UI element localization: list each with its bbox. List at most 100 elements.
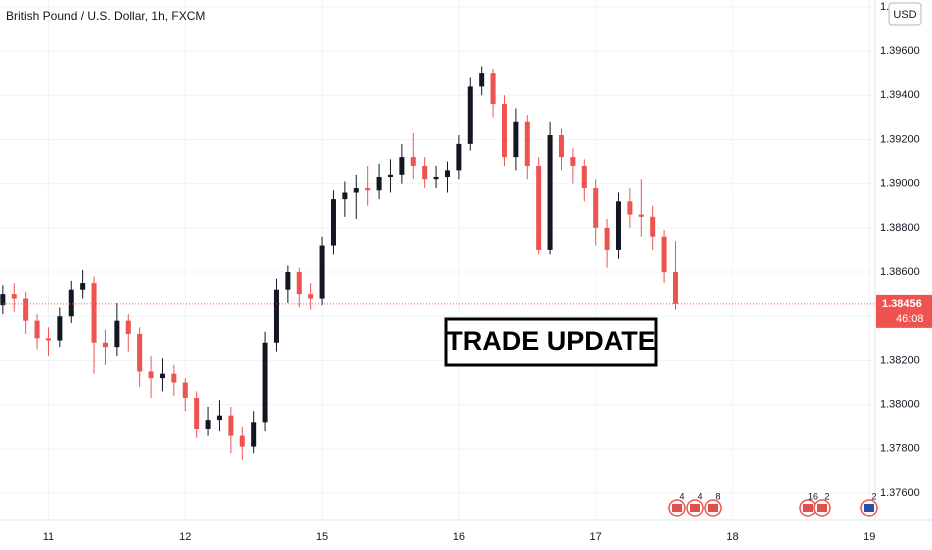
x-tick-label: 18 <box>726 531 738 543</box>
events: 4 4 8 16 2 2 <box>668 491 878 517</box>
event-flag[interactable] <box>690 504 700 512</box>
candle-body <box>194 398 200 429</box>
candle-body <box>490 73 496 105</box>
candle-body <box>91 283 97 343</box>
candle-body <box>342 192 348 200</box>
countdown: 46:08 <box>896 313 924 325</box>
y-tick-label: 1.38000 <box>880 399 920 411</box>
candle-body <box>205 420 211 429</box>
y-tick-label: 1.38800 <box>880 222 920 234</box>
y-tick-label: 1.37600 <box>880 487 920 499</box>
y-tick-label: 1.39000 <box>880 178 920 190</box>
candle-body <box>547 135 553 250</box>
y-tick-label: 1.38200 <box>880 354 920 366</box>
candle-body <box>410 157 416 166</box>
x-tick-label: 19 <box>863 531 875 543</box>
candle-body <box>137 333 143 372</box>
candle-body <box>638 214 644 217</box>
candle-body <box>228 415 234 436</box>
candle-body <box>672 272 678 304</box>
y-tick-label: 1.38600 <box>880 266 920 278</box>
event-flag[interactable] <box>817 504 827 512</box>
candle-body <box>57 316 63 341</box>
event-count[interactable]: 4 <box>679 491 684 501</box>
candle-body <box>330 199 336 246</box>
x-tick-label: 11 <box>43 531 54 543</box>
candle-body <box>148 371 154 379</box>
y-tick-label: 1.39200 <box>880 133 920 145</box>
event-count[interactable]: 16 <box>808 491 818 501</box>
x-tick-label: 15 <box>316 531 328 543</box>
candle-body <box>604 227 610 250</box>
candle-body <box>593 188 599 228</box>
candle-body <box>0 294 6 306</box>
event-flag[interactable] <box>803 504 813 512</box>
candle-body <box>444 170 450 178</box>
candle-body <box>125 320 131 334</box>
candle-body <box>570 157 576 166</box>
candle-body <box>239 435 245 447</box>
event-count[interactable]: 2 <box>824 491 829 501</box>
currency-box[interactable] <box>888 2 922 26</box>
candle-body <box>216 415 222 421</box>
candle-body <box>513 121 519 158</box>
candle-body <box>34 320 40 339</box>
grid <box>0 0 875 520</box>
candle-body <box>11 294 17 299</box>
candle-body <box>615 201 621 250</box>
candle-body <box>80 283 86 290</box>
candle-body <box>376 177 382 191</box>
price-axis <box>875 0 932 520</box>
candle-body <box>171 373 177 383</box>
event-count[interactable]: 8 <box>715 491 720 501</box>
candle-body <box>387 174 393 178</box>
candle-body <box>273 289 279 343</box>
x-tick-label: 17 <box>590 531 602 543</box>
last-price-label: 1.38456 <box>882 298 922 310</box>
annotation-box <box>444 317 658 367</box>
candle-body <box>353 188 359 193</box>
candle-body <box>159 373 165 379</box>
event-flag[interactable] <box>672 504 682 512</box>
candle-body <box>479 73 485 87</box>
candle-body <box>399 157 405 175</box>
candle-body <box>114 320 120 348</box>
event-flag[interactable] <box>864 504 874 512</box>
x-tick-label: 12 <box>179 531 191 543</box>
candle-body <box>627 201 633 215</box>
candle-body <box>467 86 473 144</box>
candle-body <box>501 104 507 158</box>
candle-body <box>45 338 51 341</box>
event-count[interactable]: 4 <box>697 491 702 501</box>
candle-body <box>182 382 188 399</box>
candle-body <box>422 165 428 180</box>
y-tick-label: 1.39600 <box>880 45 920 57</box>
chart-title: British Pound / U.S. Dollar, 1h, FXCM <box>6 9 205 23</box>
candle-body <box>319 245 325 299</box>
x-tick-label: 16 <box>453 531 465 543</box>
candle-body <box>650 216 656 237</box>
annotation: TRADE UPDATE <box>446 326 656 356</box>
candle-body <box>581 165 587 189</box>
event-count[interactable]: 2 <box>871 491 876 501</box>
plot-area <box>0 66 875 460</box>
candle-body <box>308 294 314 299</box>
candle-body <box>23 298 29 321</box>
y-tick-label: 1.37800 <box>880 443 920 455</box>
candle-body <box>285 272 291 290</box>
candle-body <box>251 422 257 447</box>
candle-body <box>68 289 74 317</box>
candle-body <box>102 342 108 348</box>
candle-body <box>433 177 439 180</box>
candle-body <box>296 272 302 295</box>
candle-body <box>262 342 268 423</box>
candle-body <box>456 143 462 171</box>
candle-body <box>661 236 667 273</box>
y-tick-label: 1.39400 <box>880 89 920 101</box>
event-flag[interactable] <box>708 504 718 512</box>
candle-body <box>558 135 564 158</box>
currency[interactable]: USD <box>893 9 916 21</box>
candle-body <box>536 165 542 250</box>
